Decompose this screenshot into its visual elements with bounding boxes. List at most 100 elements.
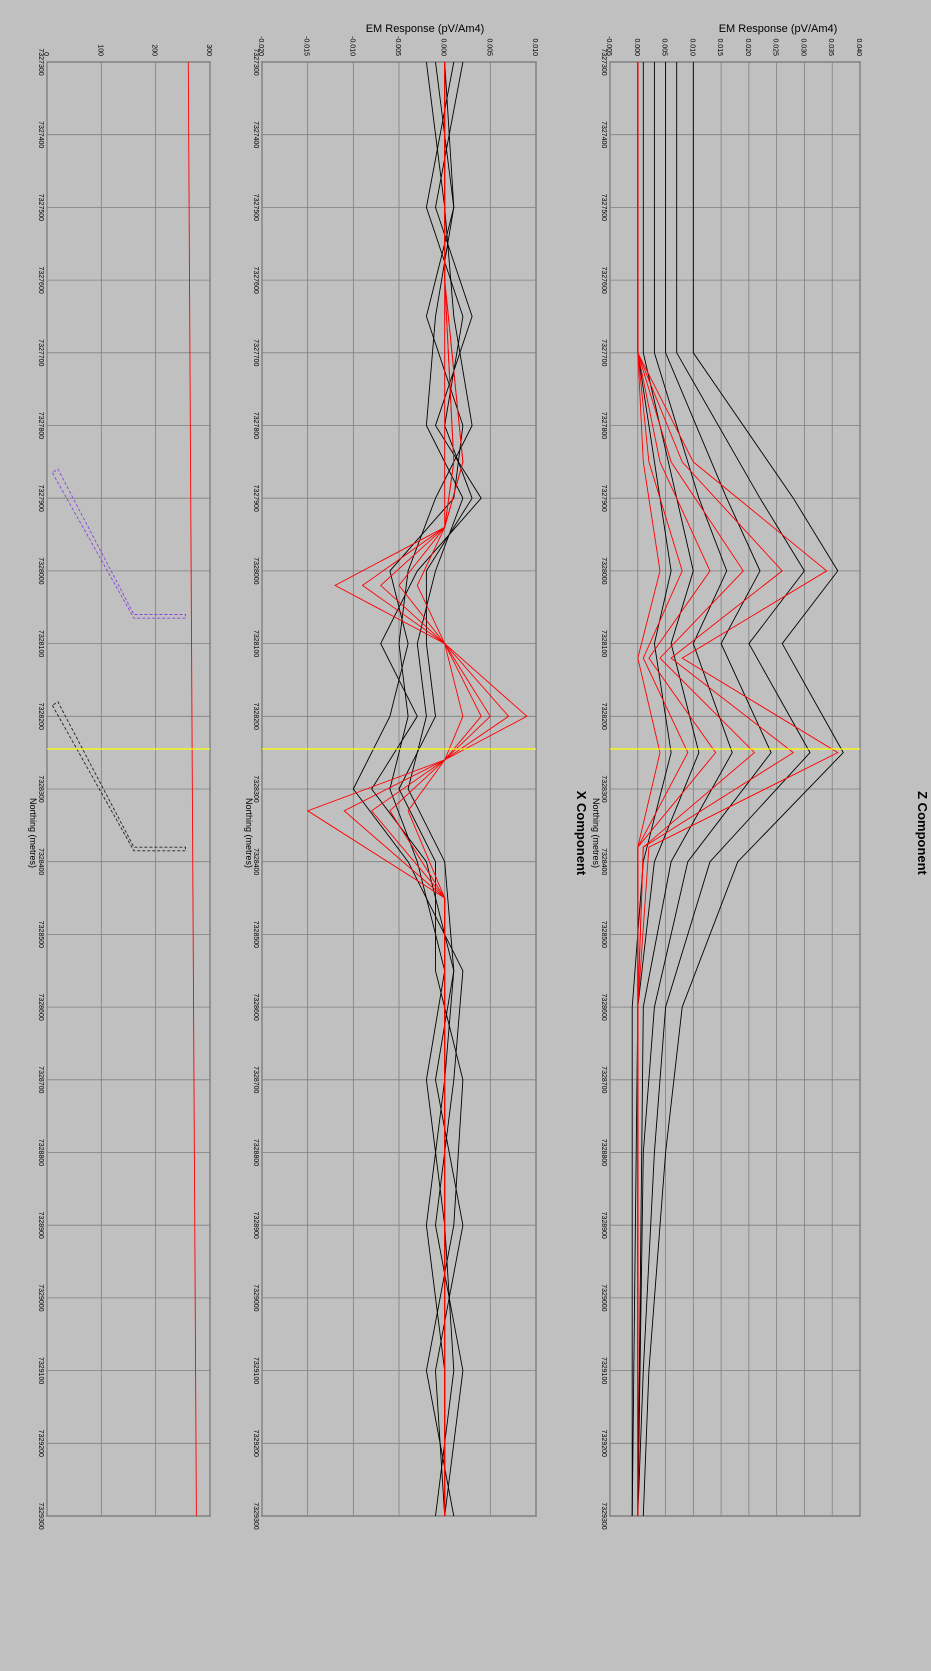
section-northing-tick: 7328000 <box>37 557 44 584</box>
z-tick-label: 0.020 <box>744 38 751 56</box>
z-northing-tick: 7328600 <box>600 993 607 1020</box>
z-northing-tick: 7328300 <box>600 775 607 802</box>
section-northing-tick: 7328800 <box>37 1139 44 1166</box>
x-tick-label: 0.010 <box>531 38 538 56</box>
z-observed-series-4 <box>631 62 700 1517</box>
section-northing-tick: 7329100 <box>37 1357 44 1384</box>
x-northing-axis-label: Northing (metres) <box>244 798 254 868</box>
z-northing-tick: 7328900 <box>600 1212 607 1239</box>
z-observed-series-2 <box>637 62 772 1517</box>
x-observed-series-4 <box>407 61 464 1516</box>
x-northing-tick: 7328000 <box>252 557 259 584</box>
x-northing-tick: 7327600 <box>252 266 259 293</box>
section-tick-label: 200 <box>151 44 158 56</box>
x-observed-series-2 <box>398 61 473 1517</box>
x-northing-tick: 7329200 <box>252 1430 259 1457</box>
section-northing-tick: 7327600 <box>37 266 44 293</box>
z-northing-tick: 7328400 <box>600 848 607 875</box>
z-tick-label: 0.030 <box>799 38 806 56</box>
x-northing-tick: 7329000 <box>252 1284 259 1311</box>
x-tick-label: 0.000 <box>440 38 447 56</box>
z-northing-tick: 7327300 <box>600 48 607 75</box>
section-profile-series-0 <box>187 61 197 1517</box>
z-northing-tick: 7328500 <box>600 921 607 948</box>
x-northing-tick: 7327400 <box>252 121 259 148</box>
section-northing-tick: 7327800 <box>37 412 44 439</box>
z-tick-label: 0.005 <box>661 38 668 56</box>
z-northing-axis-label: Northing (metres) <box>591 798 601 868</box>
x-tick-label: -0.010 <box>348 36 355 56</box>
x-northing-tick: 7328300 <box>252 775 259 802</box>
x-observed-series-1 <box>352 61 464 1517</box>
z-modelled-series-6 <box>637 62 839 1516</box>
z-northing-tick: 7328100 <box>600 630 607 657</box>
section-northing-tick: 7327300 <box>37 48 44 75</box>
x-observed-series-3 <box>389 61 473 1517</box>
z-northing-tick: 7327900 <box>600 485 607 512</box>
x-northing-tick: 7328100 <box>252 630 259 657</box>
z-tick-label: 0.015 <box>716 38 723 56</box>
x-northing-tick: 7328400 <box>252 848 259 875</box>
section-tick-label: 100 <box>96 44 103 56</box>
z-northing-tick: 7327600 <box>600 266 607 293</box>
z-component-panel: -0.005 0.000 0.005 0.010 0.015 0.020 0.025 0.03… <box>600 36 862 1530</box>
x-northing-tick: 7328200 <box>252 703 259 730</box>
x-component-title: X Component <box>574 791 589 876</box>
z-tick-label: 0.025 <box>772 38 779 56</box>
x-northing-tick: 7329300 <box>252 1502 259 1529</box>
z-tick-label: 0.035 <box>827 38 834 56</box>
section-northing-tick: 7328900 <box>37 1212 44 1239</box>
z-northing-tick: 7327800 <box>600 412 607 439</box>
z-response-axis-label: EM Response (pV/Am4) <box>719 23 838 35</box>
x-northing-tick: 7328800 <box>252 1139 259 1166</box>
z-northing-tick: 7329000 <box>600 1284 607 1311</box>
section-northing-tick: 7327400 <box>37 121 44 148</box>
z-northing-tick: 7329100 <box>600 1357 607 1384</box>
z-component-title: Z Component <box>915 791 930 875</box>
z-northing-tick: 7328200 <box>600 703 607 730</box>
z-modelled-series-8 <box>637 62 756 1516</box>
z-observed-series-0 <box>642 62 844 1517</box>
x-northing-tick: 7329100 <box>252 1357 259 1384</box>
section-northing-tick: 7328200 <box>37 703 44 730</box>
x-northing-tick: 7327700 <box>252 339 259 366</box>
section-northing-tick: 7329200 <box>37 1430 44 1457</box>
x-component-panel: -0.020 -0.015 -0.010 -0.005 0.000 0.005 0.010 7… <box>252 36 538 1530</box>
x-tick-label: 0.005 <box>485 38 492 56</box>
section-northing-tick: 7327700 <box>37 339 44 366</box>
section-northing-tick: 7328500 <box>37 921 44 948</box>
z-observed-series-1 <box>637 62 811 1517</box>
z-northing-tick: 7327700 <box>600 339 607 366</box>
x-northing-tick: 7328600 <box>252 993 259 1020</box>
section-panel: 0 100 200 300 7327300 7327400 7327500 7327600 73… <box>37 44 212 1529</box>
z-northing-tick: 7328000 <box>600 557 607 584</box>
x-northing-tick: 7327500 <box>252 194 259 221</box>
x-tick-label: -0.015 <box>303 36 310 56</box>
x-northing-tick: 7328900 <box>252 1212 259 1239</box>
section-northing-tick: 7328400 <box>37 848 44 875</box>
z-tick-label: 0.000 <box>633 38 640 56</box>
x-northing-tick: 7328500 <box>252 921 259 948</box>
section-northing-tick: 7328700 <box>37 1066 44 1093</box>
section-northing-tick: 7327900 <box>37 485 44 512</box>
section-tick-label: 300 <box>205 44 212 56</box>
section-northing-tick: 7327500 <box>37 194 44 221</box>
section-northing-tick: 7328100 <box>37 630 44 657</box>
x-modelled-series-9 <box>407 62 464 1516</box>
z-northing-tick: 7328700 <box>600 1066 607 1093</box>
section-plate-series-1 <box>52 468 186 619</box>
x-northing-tick: 7327900 <box>252 485 259 512</box>
z-tick-label: 0.010 <box>688 38 695 56</box>
z-tick-label: 0.040 <box>855 38 862 56</box>
z-observed-series-3 <box>637 62 733 1517</box>
x-response-axis-label: EM Response (pV/Am4) <box>366 23 485 35</box>
x-tick-label: -0.020 <box>257 36 264 56</box>
section-northing-axis-label: Northing (metres) <box>28 798 38 868</box>
z-northing-tick: 7329200 <box>600 1430 607 1457</box>
section-plate-series-2 <box>52 701 186 852</box>
z-modelled-series-9 <box>637 62 717 1516</box>
z-modelled-series-11 <box>637 62 661 1516</box>
x-northing-tick: 7327300 <box>252 48 259 75</box>
x-tick-label: -0.005 <box>394 36 401 56</box>
